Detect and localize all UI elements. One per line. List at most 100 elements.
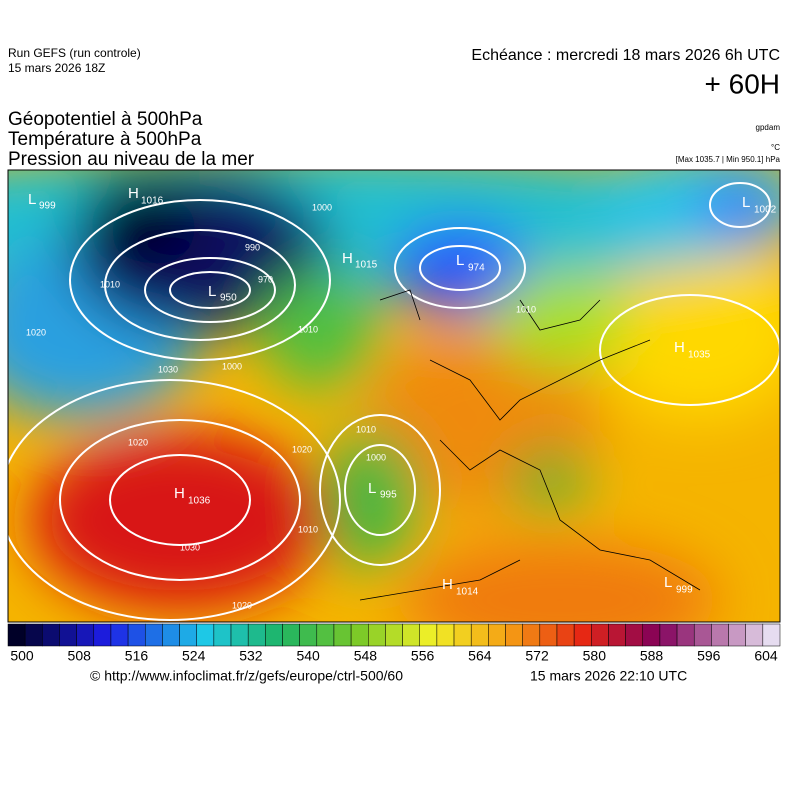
colorbar-label: 572 <box>525 648 549 664</box>
unit: [Max 1035.7 | Min 950.1] hPa <box>676 155 781 164</box>
colorbar-swatch <box>76 623 95 647</box>
colorbar-swatch <box>247 623 266 647</box>
pressure-value: 1036 <box>188 496 211 507</box>
colorbar-swatch <box>711 623 729 647</box>
isobar-label: 1010 <box>356 424 376 434</box>
colorbar-swatch <box>539 623 558 647</box>
colorbar-swatch <box>676 623 695 647</box>
colorbar-swatch <box>625 623 644 647</box>
coastlines <box>359 289 701 601</box>
colorbar-swatch <box>144 623 163 647</box>
colorbar-swatch <box>573 623 592 647</box>
pressure-value: 1016 <box>141 196 164 207</box>
issued: 15 mars 2026 22:10 UTC <box>530 668 687 684</box>
colorbar-swatch <box>470 623 489 647</box>
colorbar: 500 508 516 524 532 540 548 556 564 572 580 588 596 6… <box>7 623 781 664</box>
run: Run GEFS (run controle) <box>8 46 141 60</box>
colorbar-swatch <box>316 623 335 647</box>
echeance: Echéance : mercredi 18 mars 2026 6h UTC <box>471 47 780 64</box>
source: © http://www.infoclimat.fr/z/gefs/europe… <box>90 668 403 684</box>
isobar-label: 1020 <box>128 437 148 447</box>
pressure-center: L <box>28 191 36 208</box>
colorbar-swatch <box>127 623 146 647</box>
colorbar-swatch <box>299 623 318 647</box>
colorbar-swatch <box>453 623 472 647</box>
isobar-label: 1010 <box>298 524 318 534</box>
map-frame <box>7 169 781 623</box>
colorbar-swatch <box>59 623 77 647</box>
colorbar-label: 516 <box>125 648 149 664</box>
colorbar-swatch <box>110 623 129 647</box>
colorbar-swatch <box>368 623 386 647</box>
colorbar-swatch <box>762 623 781 647</box>
colorbar-swatch <box>642 623 661 647</box>
isobar-label: 1010 <box>298 324 318 334</box>
pressure-center: H <box>128 185 139 202</box>
colorbar-swatch <box>659 623 678 647</box>
pressure-value: 999 <box>39 201 56 212</box>
colorbar-label: 596 <box>697 648 721 664</box>
colorbar-swatch <box>230 623 249 647</box>
isobars <box>8 182 780 621</box>
isobar-label: 1020 <box>232 600 252 610</box>
colorbar-label: 508 <box>68 648 92 664</box>
colorbar-label: 604 <box>754 648 778 664</box>
temperature-field <box>8 170 780 622</box>
colorbar-label: 524 <box>182 648 206 664</box>
unit: gpdam <box>756 123 781 132</box>
isobar-label: 1010 <box>100 279 120 289</box>
pressure-center: L <box>742 194 750 211</box>
isobar-label: 1010 <box>516 304 536 314</box>
pressure-center: H <box>174 485 185 502</box>
map: L 999 H 1016 L 950 H 1015 L 974 L 1002 H 1035 H… <box>8 170 780 622</box>
colorbar-label: 580 <box>583 648 607 664</box>
isobar-label: 970 <box>258 274 273 284</box>
pressure-center: L <box>368 480 376 497</box>
colorbar-swatch <box>196 623 215 647</box>
isobar-label: 1030 <box>158 364 178 374</box>
colorbar-swatch <box>162 623 180 647</box>
field: Température à 500hPa <box>8 129 202 150</box>
run-date: 15 mars 2026 18Z <box>8 61 105 75</box>
colorbar-swatch <box>350 623 369 647</box>
colorbar-label: 548 <box>354 648 378 664</box>
colorbar-label: 500 <box>10 648 34 664</box>
isobar-label: 1020 <box>26 327 46 337</box>
colorbar-label: 556 <box>411 648 435 664</box>
colorbar-swatch <box>42 623 60 647</box>
pressure-value: 1002 <box>754 205 777 216</box>
lead-time: + 60H <box>705 68 781 99</box>
pressure-center: L <box>456 252 464 269</box>
isobar-label: 1000 <box>312 202 332 212</box>
colorbar-swatch <box>608 623 626 647</box>
pressure-value: 1035 <box>688 350 711 361</box>
pressure-value: 995 <box>380 490 397 501</box>
colorbar-swatch <box>93 623 112 647</box>
pressure-value: 999 <box>676 585 693 596</box>
colorbar-label: 540 <box>296 648 320 664</box>
colorbar-swatch <box>265 623 283 647</box>
pressure-value: 974 <box>468 263 485 274</box>
pressure-center: L <box>208 283 216 300</box>
colorbar-swatch <box>7 623 26 647</box>
colorbar-swatch <box>436 623 455 647</box>
colorbar-swatch <box>179 623 197 647</box>
pressure-center: H <box>674 339 685 356</box>
pressure-center: H <box>342 250 353 267</box>
colorbar-swatch <box>556 623 575 647</box>
isobar-label: 1000 <box>222 361 242 371</box>
pressure-center: H <box>442 576 453 593</box>
pressure-value: 1014 <box>456 587 479 598</box>
colorbar-swatch <box>505 623 523 647</box>
isobar-labels: 1000 990 970 1010 1020 1030 1020 1010 10… <box>26 202 536 610</box>
isobar-label: 1000 <box>366 452 386 462</box>
colorbar-swatch <box>693 623 712 647</box>
colorbar-swatch <box>333 623 352 647</box>
unit: °C <box>771 143 780 152</box>
colorbar-swatch <box>745 623 764 647</box>
isobar-label: 1030 <box>180 542 200 552</box>
colorbar-label: 588 <box>640 648 664 664</box>
colorbar-swatch <box>282 623 300 647</box>
pressure-value: 950 <box>220 293 237 304</box>
isobar-label: 990 <box>245 242 260 252</box>
